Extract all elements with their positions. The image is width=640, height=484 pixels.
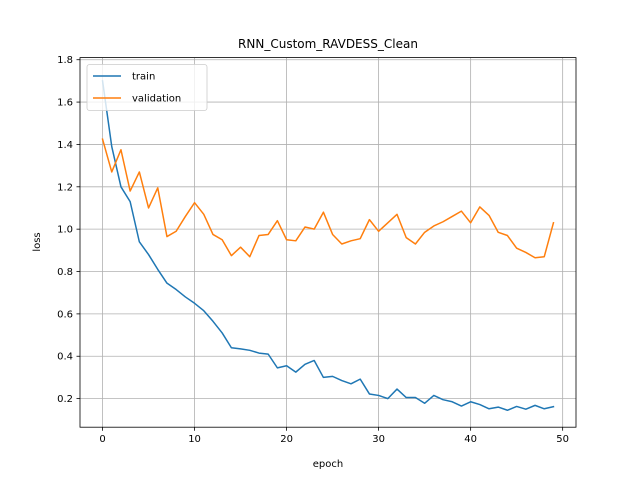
legend-label-train: train bbox=[132, 72, 155, 83]
y-tick-label: 1.4 bbox=[57, 140, 73, 151]
chart-title: RNN_Custom_RAVDESS_Clean bbox=[238, 37, 418, 51]
axes-frame bbox=[79, 57, 577, 428]
y-tick-label: 0.6 bbox=[57, 309, 73, 320]
x-axis-label: epoch bbox=[313, 459, 343, 470]
legend-label-validation: validation bbox=[132, 94, 181, 105]
y-axis-label: loss bbox=[32, 232, 43, 251]
plot-area: 0 10 20 30 40 50 0.2 0.4 0.6 0.8 1.0 1.2 1.4 1.6 1.8 tr… bbox=[57, 55, 577, 445]
x-tick-label: 20 bbox=[280, 434, 293, 445]
x-tick-label: 40 bbox=[464, 434, 477, 445]
legend: train validation bbox=[86, 64, 208, 111]
y-tick-label: 1.6 bbox=[57, 98, 73, 109]
y-tick-label: 1.0 bbox=[57, 225, 73, 236]
x-tick-label: 30 bbox=[372, 434, 385, 445]
y-tick-label: 0.8 bbox=[57, 267, 73, 278]
x-tick-label: 50 bbox=[556, 434, 569, 445]
series-line-validation bbox=[101, 138, 555, 259]
x-tick-label: 10 bbox=[188, 434, 201, 445]
y-tick-label: 0.2 bbox=[57, 394, 73, 405]
y-tick-label: 0.4 bbox=[57, 352, 73, 363]
series-line-train bbox=[101, 80, 555, 412]
y-tick-label: 1.2 bbox=[57, 182, 73, 193]
x-tick-label: 0 bbox=[99, 434, 105, 445]
y-tick-label: 1.8 bbox=[57, 55, 73, 66]
